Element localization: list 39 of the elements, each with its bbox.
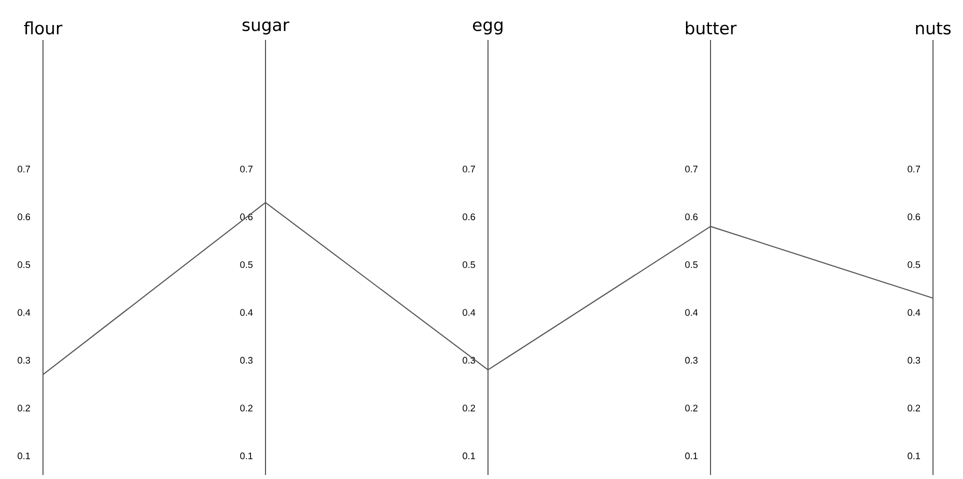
- y-tick-label: 0.7: [685, 166, 698, 172]
- y2-tick-label: 0.5: [908, 261, 920, 268]
- y-tick-label: 0.5: [685, 261, 698, 268]
- y3-tick-label: 0.1: [462, 452, 476, 460]
- y3-tick-label: 0.5: [462, 261, 476, 268]
- y3-tick-label: 0.6: [462, 214, 476, 220]
- y-tick-label: 0.1: [18, 452, 30, 460]
- y2-tick-label: 0.7: [908, 166, 920, 172]
- y2-tick-label: 0.1: [908, 452, 920, 460]
- y2-tick-label: 0.4: [240, 309, 253, 316]
- y-tick-label: 0.1: [685, 452, 698, 460]
- y2-tick-label: 0.5: [240, 261, 253, 268]
- x-tick-label: flour: [24, 21, 62, 34]
- x-tick-label: sugar: [242, 21, 290, 34]
- y-tick-label: 0.6: [685, 214, 698, 220]
- y-tick-label: 0.3: [685, 356, 698, 364]
- y2-tick-label: 0.3: [240, 356, 253, 364]
- y3-tick-label: 0.3: [462, 356, 476, 364]
- x-tick-label: egg: [472, 21, 502, 34]
- y2-tick-label: 0.3: [908, 356, 920, 364]
- y-tick-label: 0.6: [18, 214, 30, 220]
- y2-tick-label: 0.6: [908, 214, 920, 220]
- y2-tick-label: 0.2: [908, 404, 920, 412]
- y2-tick-label: 0.2: [240, 404, 253, 412]
- y-tick-label: 0.2: [18, 404, 30, 412]
- x-tick-label: butter: [686, 21, 737, 34]
- y3-tick-label: 0.4: [462, 309, 476, 316]
- y-tick-label: 0.4: [685, 309, 698, 316]
- y2-tick-label: 0.1: [240, 452, 253, 460]
- y-tick-label: 0.7: [18, 166, 30, 172]
- y3-tick-label: 0.2: [462, 404, 476, 412]
- x-tick-label: nuts: [916, 22, 951, 34]
- y-tick-label: 0.4: [18, 309, 30, 316]
- y2-tick-label: 0.7: [240, 166, 253, 172]
- y2-tick-label: 0.4: [908, 309, 920, 316]
- y3-tick-label: 0.7: [462, 166, 476, 172]
- y-tick-label: 0.3: [18, 356, 30, 364]
- y-tick-label: 0.2: [685, 404, 698, 412]
- y-tick-label: 0.5: [18, 261, 30, 268]
